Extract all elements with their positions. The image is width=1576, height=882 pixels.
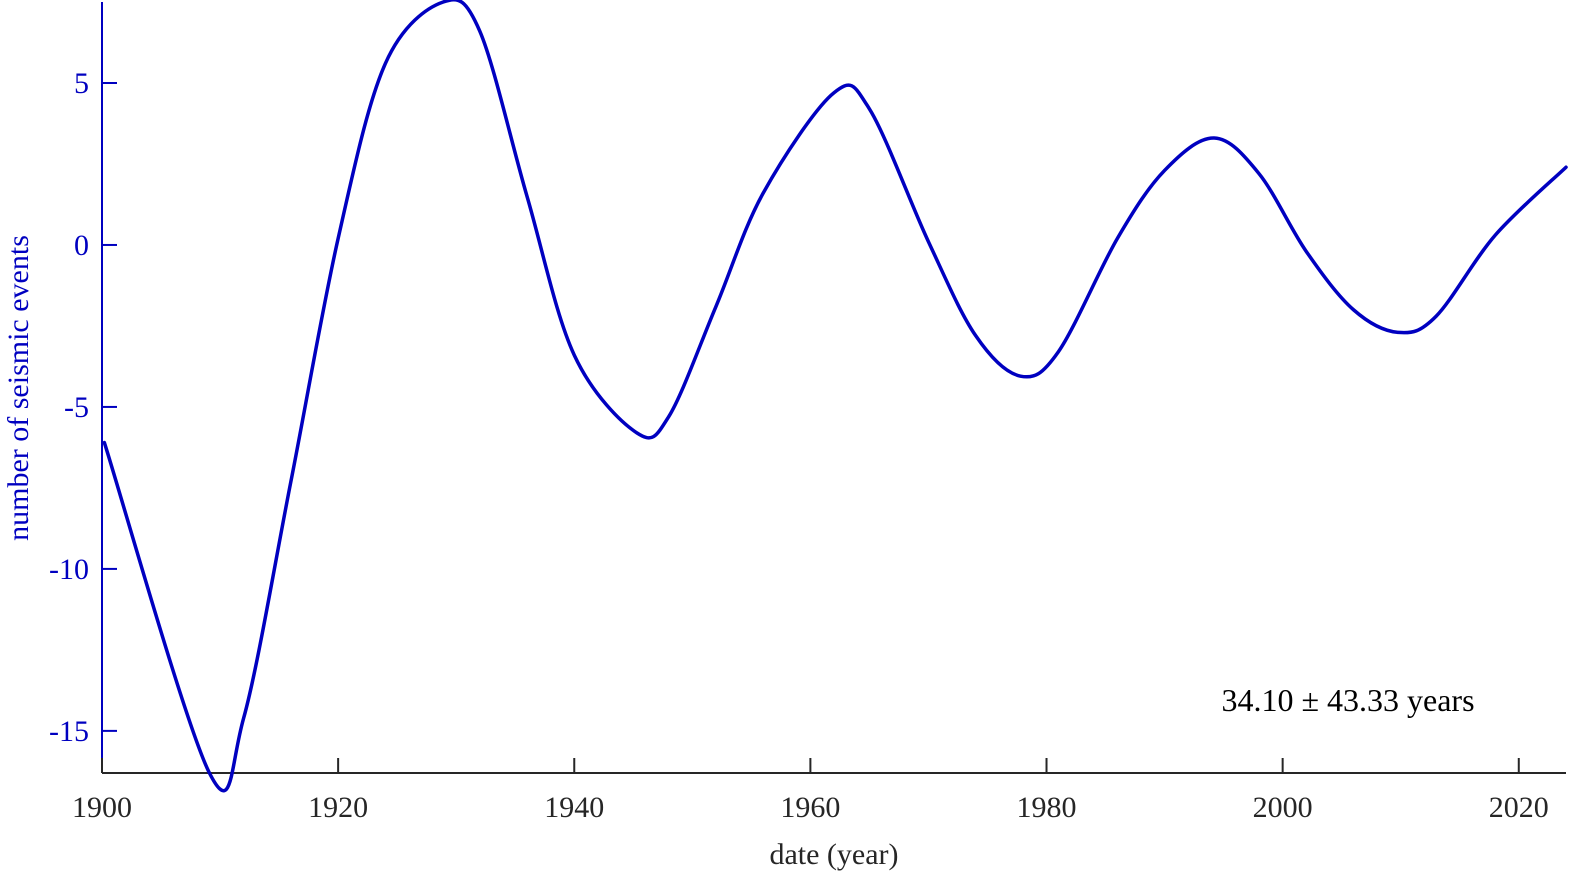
- x-tick-label-1980: 1980: [1017, 791, 1077, 824]
- x-tick-label-1940: 1940: [544, 791, 604, 824]
- x-axis-label: date (year): [769, 838, 898, 871]
- y-tick-label--15: -15: [49, 715, 89, 748]
- y-tick-label-5: 5: [74, 67, 89, 100]
- axes-layer: 1900 1920 1940 1960 1980 2000 2020 -15 -10 -5 0 5: [49, 2, 1566, 824]
- period-annotation: 34.10 ± 43.33 years: [1221, 682, 1474, 718]
- x-tick-label-1900: 1900: [72, 791, 132, 824]
- y-tick-label-0: 0: [74, 229, 89, 262]
- x-tick-label-1960: 1960: [780, 791, 840, 824]
- x-tick-label-1920: 1920: [308, 791, 368, 824]
- y-tick-label--10: -10: [49, 553, 89, 586]
- series-layer: [102, 0, 1568, 793]
- y-axis-label: number of seismic events: [2, 235, 35, 541]
- y-tick-label--5: -5: [64, 391, 89, 424]
- x-tick-label-2020: 2020: [1489, 791, 1549, 824]
- series-line-0: [102, 0, 1568, 793]
- x-tick-label-2000: 2000: [1253, 791, 1313, 824]
- label-layer: date (year) number of seismic events 34.…: [2, 235, 1475, 871]
